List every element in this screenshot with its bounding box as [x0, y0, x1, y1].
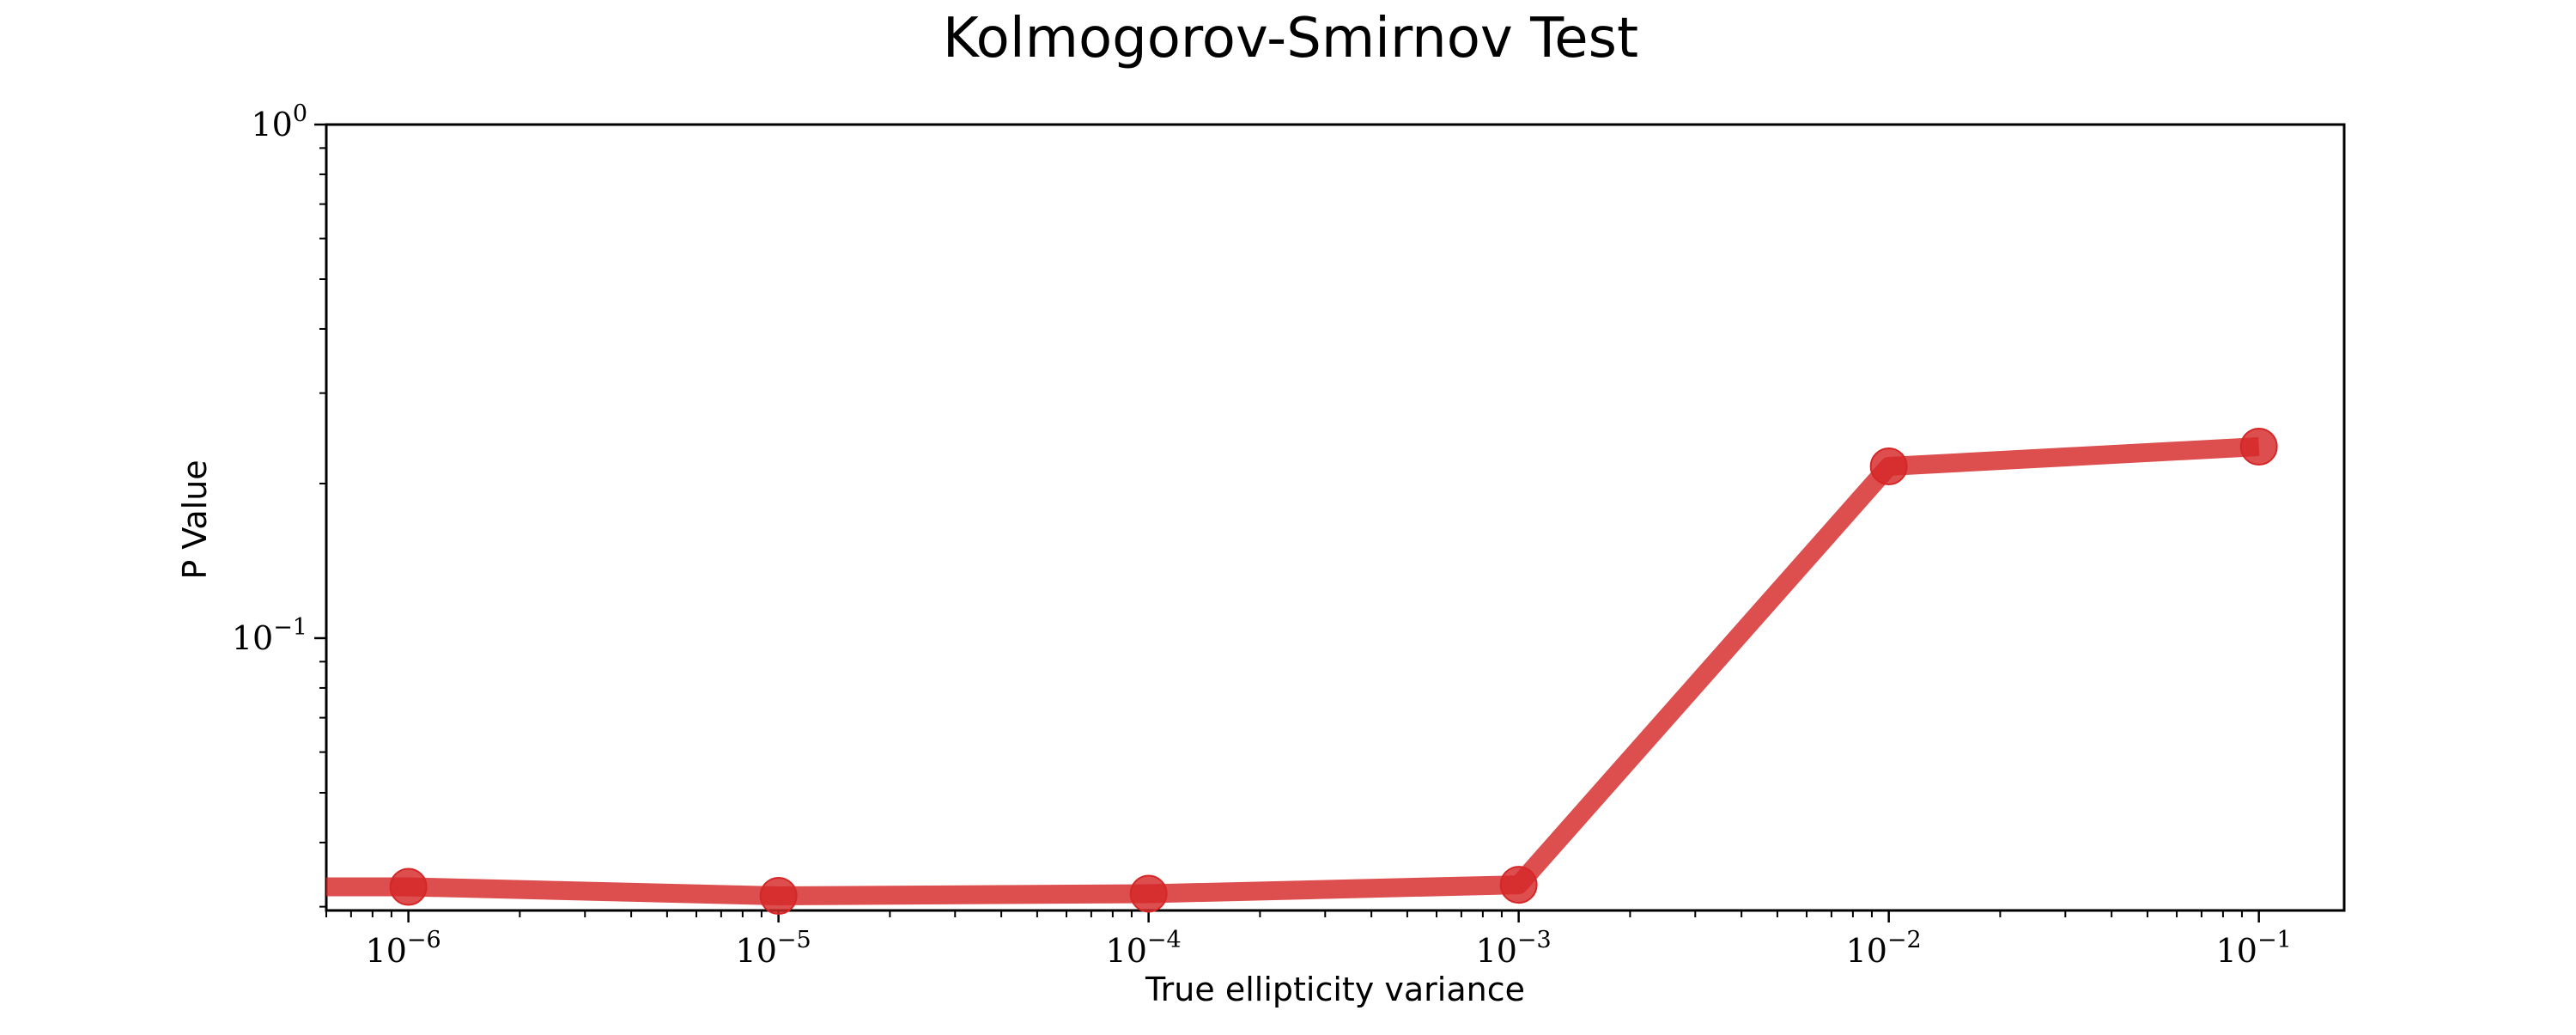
x-tick-label: 10−6	[366, 927, 441, 970]
x-tick-label: 10−4	[1106, 927, 1182, 970]
data-point	[759, 876, 798, 915]
y-tick-label: 100	[251, 100, 307, 143]
y-tick-label: 10−1	[232, 614, 307, 657]
data-point	[1129, 874, 1168, 913]
series-line	[326, 437, 2260, 905]
x-axis-label: True ellipticity variance	[1145, 971, 1525, 1008]
axes-frame	[325, 123, 2346, 912]
data-point	[1869, 447, 1908, 485]
chart-title: Kolmogorov-Smirnov Test	[943, 7, 1638, 70]
plot-area: 10−6 10−5 10−4 10−3 10−2 10−1 10−1 100	[232, 100, 2346, 970]
x-tick-label: 10−2	[1846, 927, 1922, 970]
data-point	[1499, 866, 1538, 904]
data-point	[389, 868, 428, 906]
x-tick-label: 10−3	[1476, 927, 1552, 970]
x-tick-label: 10−1	[2216, 927, 2292, 970]
x-tick-label: 10−5	[736, 927, 811, 970]
data-point	[2239, 427, 2278, 466]
y-axis-label: P Value	[176, 460, 214, 579]
